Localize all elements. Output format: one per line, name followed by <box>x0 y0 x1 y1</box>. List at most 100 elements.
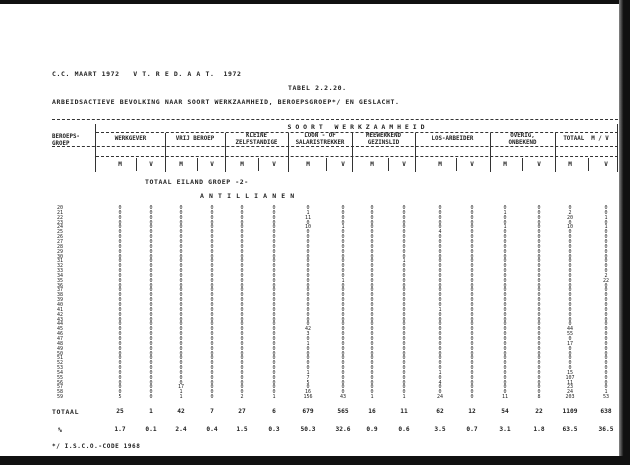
table-cell: 0 <box>341 219 345 226</box>
sex-header: M <box>370 161 374 168</box>
table-cell: 0 <box>118 243 122 250</box>
table-cell: 0 <box>370 253 374 260</box>
table-cell: 0 <box>118 229 122 236</box>
table-cell: 0 <box>470 360 474 367</box>
row-code: 27 <box>57 238 64 245</box>
table-cell: 0 <box>438 389 442 396</box>
table-cell: 107 <box>565 374 575 381</box>
table-cell: 0 <box>470 268 474 275</box>
table-cell: 0 <box>370 258 374 265</box>
table-cell: 0 <box>179 374 183 381</box>
table-cell: 0 <box>438 340 442 347</box>
table-cell: 0 <box>179 365 183 372</box>
table-cell: 0 <box>402 243 406 250</box>
table-cell: 0 <box>272 292 276 299</box>
row-code: 31 <box>57 258 64 265</box>
table-cell: 0 <box>149 384 153 391</box>
table-cell: 0 <box>604 360 608 367</box>
table-cell: 0 <box>210 384 214 391</box>
table-cell: 0 <box>438 205 442 211</box>
table-cell: 0 <box>402 340 406 347</box>
table-cell: 0 <box>470 394 474 401</box>
table-cell: 0 <box>503 253 507 260</box>
table-cell: 0 <box>604 219 608 226</box>
table-cell: 0 <box>537 302 541 308</box>
table-cell: 0 <box>240 297 244 304</box>
table-cell: 203 <box>565 394 575 401</box>
table-cell: 0 <box>179 302 183 308</box>
table-cell: 0 <box>503 229 507 236</box>
table-cell: 0 <box>402 292 406 299</box>
table-cell: 0 <box>402 277 406 284</box>
table-cell: 0 <box>370 360 374 367</box>
table-cell: 0 <box>179 297 183 304</box>
table-row: 32 0 0 0 0 0 0 0 0 0 0 0 0 0 0 0 0 <box>0 264 630 269</box>
table-cell: 0 <box>118 219 122 226</box>
table-cell: 0 <box>370 316 374 323</box>
table-cell: 0 <box>341 263 345 270</box>
table-cell: 0 <box>537 224 541 231</box>
table-cell: 7 <box>306 374 310 381</box>
table-cell: 0 <box>402 384 406 391</box>
table-cell: 0 <box>240 234 244 241</box>
table-cell: 0 <box>537 292 541 299</box>
percent-cell: 0.9 <box>366 426 378 433</box>
table-cell: 0 <box>306 205 310 211</box>
row-code: 29 <box>57 248 64 255</box>
table-cell: 0 <box>210 263 214 270</box>
total-cell: 62 <box>436 408 444 415</box>
table-cell: 0 <box>537 297 541 304</box>
table-cell: 0 <box>537 238 541 245</box>
table-cell: 0 <box>210 331 214 338</box>
table-cell: 0 <box>568 248 572 255</box>
sex-header: M <box>240 161 244 168</box>
table-cell: 0 <box>306 253 310 260</box>
table-cell: 0 <box>118 234 122 241</box>
table-cell: 0 <box>118 302 122 308</box>
table-cell: 0 <box>240 384 244 391</box>
table-cell: 0 <box>604 355 608 362</box>
table-cell: 0 <box>402 311 406 318</box>
total-cell: 679 <box>302 408 314 415</box>
sex-header: M <box>118 161 122 168</box>
table-row: 47 0 0 0 0 0 0 0 0 0 0 0 0 0 0 0 0 <box>0 337 630 342</box>
table-cell: 0 <box>240 374 244 381</box>
table-cell: 0 <box>438 219 442 226</box>
table-cell: 1 <box>306 209 310 216</box>
table-cell: 0 <box>402 331 406 338</box>
table-cell: 0 <box>341 345 345 352</box>
table-cell: 0 <box>272 302 276 308</box>
table-cell: 0 <box>240 209 244 216</box>
table-cell: 0 <box>118 282 122 289</box>
table-cell: 0 <box>402 282 406 289</box>
table-cell: 5 <box>118 394 122 401</box>
row-code: 59 <box>57 394 64 401</box>
table-cell: 1 <box>503 224 507 231</box>
table-cell: 0 <box>537 369 541 376</box>
table-cell: 0 <box>604 258 608 265</box>
percent-cell: 3.1 <box>499 426 511 433</box>
table-cell: 0 <box>370 384 374 391</box>
table-cell: 0 <box>240 316 244 323</box>
table-cell: 0 <box>210 374 214 381</box>
table-row: 38 0 0 0 0 0 0 0 0 0 0 0 0 0 0 0 0 <box>0 293 630 298</box>
table-cell: 0 <box>537 389 541 396</box>
table-cell: 1 <box>438 369 442 376</box>
table-cell: 11 <box>304 214 312 221</box>
column-group-header: VRIJ BEROEP <box>175 136 215 142</box>
table-cell: 0 <box>240 311 244 318</box>
table-cell: 0 <box>240 321 244 328</box>
row-code: 39 <box>57 297 64 304</box>
table-cell: 0 <box>537 331 541 338</box>
table-cell: 0 <box>438 287 442 294</box>
divider <box>388 158 389 171</box>
table-cell: 0 <box>149 331 153 338</box>
table-cell: 1 <box>402 394 406 401</box>
table-cell: 0 <box>149 238 153 245</box>
table-cell: 17 <box>566 340 574 347</box>
table-cell: 0 <box>149 360 153 367</box>
table-cell: 0 <box>604 287 608 294</box>
table-cell: 0 <box>240 229 244 236</box>
table-cell: 0 <box>179 272 183 279</box>
table-cell: 0 <box>537 360 541 367</box>
